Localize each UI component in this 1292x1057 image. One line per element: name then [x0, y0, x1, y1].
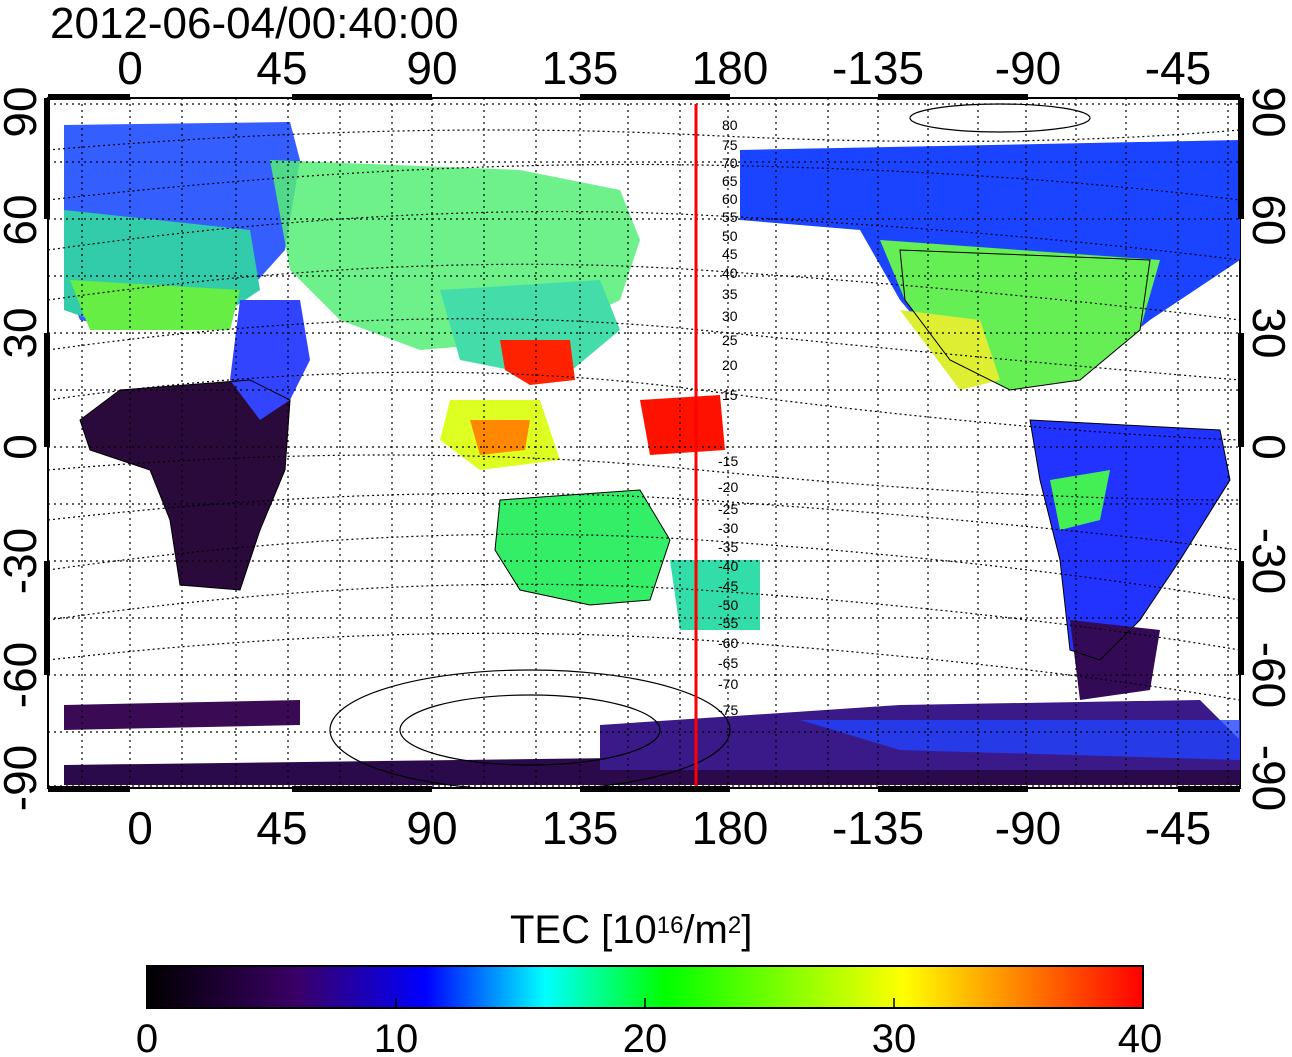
- contour-label: -30: [718, 520, 738, 536]
- right-axis-label: -90: [1243, 745, 1292, 811]
- left-axis-label: -30: [0, 528, 46, 594]
- right-axis-label: 90: [1243, 86, 1292, 137]
- right-axis-label: -30: [1243, 528, 1292, 594]
- contour-label: -60: [718, 635, 738, 651]
- right-axis-label: 0: [1243, 434, 1292, 460]
- contour-label: 70: [722, 155, 738, 171]
- colorbar-tick-label: 0: [136, 1017, 158, 1057]
- right-axis: 90 60 30 0 -30 -60 -90: [1243, 86, 1292, 811]
- contour-label: 25: [722, 332, 738, 348]
- colorbar-title-exponent: 16: [656, 912, 684, 939]
- colorbar-tick-label: 10: [374, 1017, 419, 1057]
- contour-label: 75: [722, 137, 738, 153]
- contour-label: -15: [718, 453, 738, 469]
- contour-label: 20: [722, 357, 738, 373]
- left-axis: 90 60 30 0 -30 -60 -90: [0, 86, 46, 811]
- top-axis-label: 135: [542, 42, 619, 94]
- contour-label: -40: [718, 558, 738, 574]
- top-axis: 0 45 90 135 180 -135 -90 -45: [117, 42, 1211, 94]
- bottom-axis-label: 45: [256, 802, 307, 854]
- contour-label: -70: [718, 676, 738, 692]
- contour-label: -75: [718, 702, 738, 718]
- bottom-axis: 0 45 90 135 180 -135 -90 -45: [127, 802, 1211, 854]
- colorbar-ticks: [146, 998, 1144, 1008]
- coastlines: [79, 249, 1231, 661]
- top-axis-label: 45: [256, 42, 307, 94]
- contour-label: 30: [722, 308, 738, 324]
- top-axis-label: 90: [406, 42, 457, 94]
- graticule: [48, 98, 1240, 788]
- bottom-axis-label: 90: [406, 802, 457, 854]
- right-axis-label: 30: [1243, 307, 1292, 358]
- contour-label-group: 80 75 70 65 60 55 50 45 40 35 30 25 20 1…: [718, 117, 738, 718]
- top-axis-label: -90: [995, 42, 1061, 94]
- contour-label: -25: [718, 501, 738, 517]
- bottom-axis-label: -135: [832, 802, 924, 854]
- contour-label: 50: [722, 228, 738, 244]
- contour-label: -50: [718, 597, 738, 613]
- left-axis-label: 90: [0, 86, 46, 137]
- contour-label: 55: [722, 209, 738, 225]
- contour-label: -45: [718, 578, 738, 594]
- contour-label: 80: [722, 117, 738, 133]
- contour-label: -20: [718, 479, 738, 495]
- colorbar-title-unit-exponent: 2: [727, 912, 742, 939]
- bottom-axis-label: -90: [995, 802, 1061, 854]
- map-plot-area: 80 75 70 65 60 55 50 45 40 35 30 25 20 1…: [48, 98, 1240, 788]
- bottom-axis-label: 0: [127, 802, 153, 854]
- contour-label: 35: [722, 286, 738, 302]
- contour-label: 65: [722, 173, 738, 189]
- contour-label: -65: [718, 655, 738, 671]
- colorbar-tick-label: 40: [1118, 1017, 1163, 1057]
- left-axis-label: -90: [0, 745, 46, 811]
- contour-label: 60: [722, 191, 738, 207]
- colorbar-title-unit: /m: [683, 908, 728, 952]
- tec-data-overlay: [64, 122, 1240, 785]
- left-axis-label: 0: [0, 434, 46, 460]
- right-axis-label: 60: [1243, 194, 1292, 245]
- contour-label: -35: [718, 539, 738, 555]
- bottom-axis-label: 135: [542, 802, 619, 854]
- top-axis-label: -45: [1145, 42, 1211, 94]
- contour-label: 40: [722, 265, 738, 281]
- left-axis-label: -60: [0, 642, 46, 708]
- colorbar-title-prefix: TEC [10: [510, 908, 657, 952]
- left-axis-label: 30: [0, 307, 46, 358]
- contour-label: 15: [722, 387, 738, 403]
- magnetic-contours: [48, 129, 1240, 701]
- axis-tick-bars: [44, 94, 1244, 792]
- bottom-axis-label: -45: [1145, 802, 1211, 854]
- colorbar-title: TEC [1016/m2]: [510, 908, 752, 952]
- contour-label: -55: [718, 615, 738, 631]
- top-axis-label: -135: [832, 42, 924, 94]
- top-axis-label: 180: [692, 42, 769, 94]
- left-axis-label: 60: [0, 194, 46, 245]
- colorbar-tick-labels: 0 10 20 30 40: [136, 1017, 1162, 1057]
- colorbar-title-suffix: ]: [741, 908, 753, 952]
- top-axis-label: 0: [117, 42, 143, 94]
- right-axis-label: -60: [1243, 642, 1292, 708]
- magnetic-pole-contours: [329, 103, 1091, 788]
- map-timestamp-title: 2012-06-04/00:40:00: [50, 0, 459, 48]
- colorbar-tick-label: 30: [872, 1017, 917, 1057]
- bottom-axis-label: 180: [692, 802, 769, 854]
- contour-label: 45: [722, 246, 738, 262]
- colorbar-tick-label: 20: [623, 1017, 668, 1057]
